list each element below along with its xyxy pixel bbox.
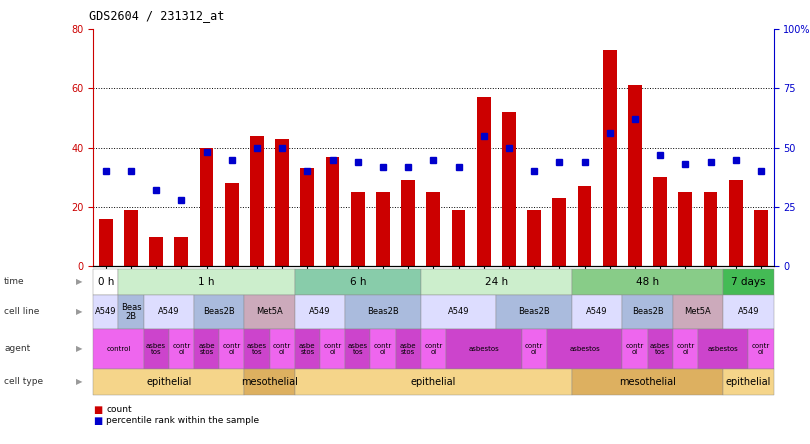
Text: contr
ol: contr ol — [676, 342, 694, 355]
Text: percentile rank within the sample: percentile rank within the sample — [106, 416, 259, 425]
Text: asbe
stos: asbe stos — [299, 342, 316, 355]
Text: Met5A: Met5A — [684, 307, 711, 317]
Text: Beas2B: Beas2B — [632, 307, 663, 317]
Bar — [376, 192, 390, 266]
Text: asbe
stos: asbe stos — [198, 342, 215, 355]
Bar — [704, 192, 718, 266]
Text: 24 h: 24 h — [485, 277, 508, 287]
Text: contr
ol: contr ol — [525, 342, 544, 355]
Text: asbe
stos: asbe stos — [400, 342, 416, 355]
Bar — [578, 186, 591, 266]
Text: contr
ol: contr ol — [273, 342, 292, 355]
Bar — [149, 237, 163, 266]
Text: Beas2B: Beas2B — [367, 307, 399, 317]
Text: agent: agent — [4, 344, 30, 353]
Bar — [301, 168, 314, 266]
Text: epithelial: epithelial — [146, 377, 191, 387]
Text: ▶: ▶ — [76, 307, 83, 317]
Text: ■: ■ — [93, 405, 102, 415]
Text: A549: A549 — [448, 307, 469, 317]
Bar — [351, 192, 365, 266]
Text: contr
ol: contr ol — [323, 342, 342, 355]
Text: contr
ol: contr ol — [374, 342, 392, 355]
Bar — [502, 112, 516, 266]
Text: asbes
tos: asbes tos — [347, 342, 368, 355]
Text: A549: A549 — [738, 307, 759, 317]
Text: ▶: ▶ — [76, 278, 83, 286]
Text: asbestos: asbestos — [708, 345, 739, 352]
Text: ▶: ▶ — [76, 344, 83, 353]
Bar — [99, 219, 113, 266]
Text: A549: A549 — [586, 307, 608, 317]
Bar — [326, 157, 339, 266]
Text: mesothelial: mesothelial — [619, 377, 676, 387]
Text: 48 h: 48 h — [636, 277, 659, 287]
Text: ■: ■ — [93, 416, 102, 426]
Text: 1 h: 1 h — [198, 277, 215, 287]
Text: asbes
tos: asbes tos — [650, 342, 670, 355]
Bar — [603, 50, 616, 266]
Bar — [401, 180, 415, 266]
Text: ▶: ▶ — [76, 377, 83, 386]
Text: 7 days: 7 days — [731, 277, 765, 287]
Text: contr
ol: contr ol — [752, 342, 770, 355]
Bar — [199, 147, 214, 266]
Text: 0 h: 0 h — [97, 277, 114, 287]
Text: contr
ol: contr ol — [626, 342, 644, 355]
Bar — [477, 97, 491, 266]
Text: epithelial: epithelial — [411, 377, 456, 387]
Bar — [679, 192, 693, 266]
Text: epithelial: epithelial — [726, 377, 771, 387]
Text: Beas2B: Beas2B — [518, 307, 550, 317]
Text: asbes
tos: asbes tos — [247, 342, 267, 355]
Text: count: count — [106, 405, 132, 414]
Bar — [225, 183, 239, 266]
Bar — [729, 180, 743, 266]
Bar — [452, 210, 466, 266]
Bar — [275, 139, 289, 266]
Bar — [653, 177, 667, 266]
Text: contr
ol: contr ol — [173, 342, 190, 355]
Text: time: time — [4, 278, 24, 286]
Text: Beas2B: Beas2B — [203, 307, 235, 317]
Bar — [124, 210, 138, 266]
Bar — [552, 198, 566, 266]
Text: cell line: cell line — [4, 307, 40, 317]
Text: asbes
tos: asbes tos — [146, 342, 166, 355]
Text: control: control — [106, 345, 130, 352]
Text: contr
ol: contr ol — [424, 342, 442, 355]
Text: 6 h: 6 h — [349, 277, 366, 287]
Text: A549: A549 — [309, 307, 330, 317]
Text: cell type: cell type — [4, 377, 43, 386]
Text: mesothelial: mesothelial — [241, 377, 298, 387]
Bar — [250, 136, 264, 266]
Bar — [628, 85, 642, 266]
Text: asbestos: asbestos — [468, 345, 499, 352]
Bar — [174, 237, 188, 266]
Bar — [754, 210, 768, 266]
Text: A549: A549 — [95, 307, 117, 317]
Text: Met5A: Met5A — [256, 307, 283, 317]
Text: asbestos: asbestos — [569, 345, 600, 352]
Bar — [527, 210, 541, 266]
Text: A549: A549 — [158, 307, 180, 317]
Text: contr
ol: contr ol — [223, 342, 241, 355]
Text: GDS2604 / 231312_at: GDS2604 / 231312_at — [89, 9, 224, 22]
Bar — [426, 192, 441, 266]
Text: Beas
2B: Beas 2B — [121, 303, 141, 321]
